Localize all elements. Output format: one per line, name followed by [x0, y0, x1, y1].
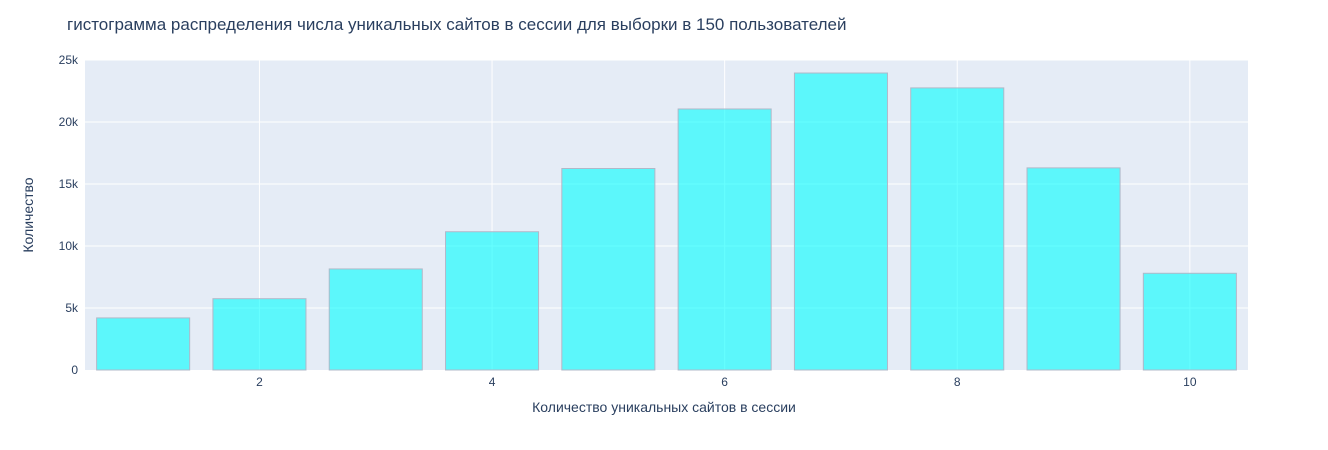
bar-9[interactable]: [1026, 167, 1121, 371]
y-tick-label: 20k: [59, 115, 79, 129]
x-tick-label: 6: [721, 375, 728, 389]
bar-3[interactable]: [328, 268, 423, 371]
x-tick-label: 10: [1183, 375, 1197, 389]
y-tick-label: 25k: [59, 53, 79, 67]
bar-6[interactable]: [677, 108, 772, 371]
y-tick-label: 0: [71, 363, 78, 377]
bar-1[interactable]: [96, 317, 191, 371]
bar-7[interactable]: [793, 72, 888, 371]
y-axis-ticks: 0 5k 10k 15k 20k 25k: [59, 53, 79, 377]
x-tick-label: 8: [954, 375, 961, 389]
x-axis-ticks: 2 4 6 8 10: [256, 375, 1197, 389]
x-tick-label: 2: [256, 375, 263, 389]
x-axis-title: Количество уникальных сайтов в сессии: [532, 399, 796, 415]
y-axis-title: Количество: [20, 177, 36, 252]
bar-4[interactable]: [445, 231, 540, 371]
bar-2[interactable]: [212, 298, 307, 371]
x-tick-label: 4: [489, 375, 496, 389]
y-tick-label: 10k: [59, 239, 79, 253]
y-tick-label: 15k: [59, 177, 79, 191]
chart-title: гистограмма распределения числа уникальн…: [67, 15, 847, 34]
bars: [96, 72, 1237, 371]
y-tick-label: 5k: [65, 301, 79, 315]
bar-8[interactable]: [910, 87, 1005, 371]
bar-5[interactable]: [561, 168, 656, 371]
bar-10[interactable]: [1142, 272, 1237, 371]
